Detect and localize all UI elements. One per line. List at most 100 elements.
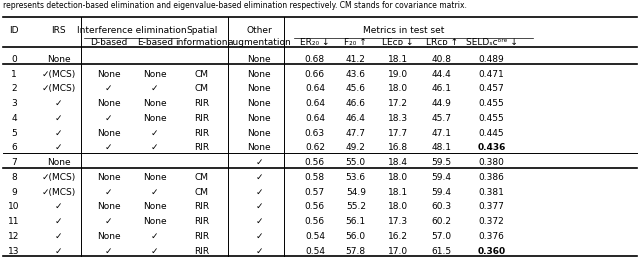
Text: 0.381: 0.381 [479,187,504,197]
Text: RIR: RIR [194,246,209,256]
Text: 0.489: 0.489 [479,55,504,64]
Text: None: None [248,84,271,93]
Text: 59.4: 59.4 [431,173,452,182]
Text: 56.0: 56.0 [346,232,366,241]
Text: LEᴄᴅ ↓: LEᴄᴅ ↓ [382,38,414,46]
Text: ✓: ✓ [105,217,113,226]
Text: ✓: ✓ [255,173,263,182]
Text: None: None [143,114,166,123]
Text: RIR: RIR [194,143,209,152]
Text: ✓: ✓ [255,187,263,197]
Text: ✓: ✓ [151,232,159,241]
Text: 45.7: 45.7 [431,114,452,123]
Text: ✓: ✓ [105,187,113,197]
Text: 55.2: 55.2 [346,202,366,211]
Text: RIR: RIR [194,232,209,241]
Text: ✓(MCS): ✓(MCS) [42,70,76,79]
Text: 17.2: 17.2 [388,99,408,108]
Text: 12: 12 [8,232,20,241]
Text: 53.6: 53.6 [346,173,366,182]
Text: Metrics in test set: Metrics in test set [362,26,444,35]
Text: 17.3: 17.3 [388,217,408,226]
Text: Spatial: Spatial [186,26,218,35]
Text: 13: 13 [8,246,20,256]
Text: ER₂₀ ↓: ER₂₀ ↓ [300,38,330,46]
Text: 0.380: 0.380 [479,158,504,167]
Text: 49.2: 49.2 [346,143,366,152]
Text: ✓: ✓ [105,246,113,256]
Text: 8: 8 [12,173,17,182]
Text: 55.0: 55.0 [346,158,366,167]
Text: 0.360: 0.360 [477,246,506,256]
Text: 46.4: 46.4 [346,114,366,123]
Text: None: None [97,128,120,138]
Text: ✓: ✓ [55,202,63,211]
Text: ✓: ✓ [55,232,63,241]
Text: 18.0: 18.0 [388,202,408,211]
Text: CM: CM [195,173,209,182]
Text: 0.68: 0.68 [305,55,325,64]
Text: 54.9: 54.9 [346,187,366,197]
Text: None: None [248,128,271,138]
Text: 44.9: 44.9 [431,99,452,108]
Text: None: None [248,55,271,64]
Text: ✓: ✓ [55,128,63,138]
Text: ✓: ✓ [255,217,263,226]
Text: 4: 4 [12,114,17,123]
Text: None: None [143,202,166,211]
Text: None: None [143,70,166,79]
Text: 5: 5 [12,128,17,138]
Text: None: None [248,99,271,108]
Text: 0.455: 0.455 [479,99,504,108]
Text: 0.376: 0.376 [479,232,504,241]
Text: 0.58: 0.58 [305,173,325,182]
Text: Interference elimination: Interference elimination [77,26,187,35]
Text: 57.0: 57.0 [431,232,452,241]
Text: 0.457: 0.457 [479,84,504,93]
Text: 0.54: 0.54 [305,232,325,241]
Text: ✓: ✓ [55,246,63,256]
Text: RIR: RIR [194,99,209,108]
Text: 59.5: 59.5 [431,158,452,167]
Text: ✓: ✓ [151,246,159,256]
Text: RIR: RIR [194,128,209,138]
Text: ✓: ✓ [55,217,63,226]
Text: RIR: RIR [194,114,209,123]
Text: None: None [97,232,120,241]
Text: 0.56: 0.56 [305,202,325,211]
Text: 0.377: 0.377 [479,202,504,211]
Text: 46.1: 46.1 [431,84,452,93]
Text: None: None [97,99,120,108]
Text: E-based: E-based [137,38,173,46]
Text: 61.5: 61.5 [431,246,452,256]
Text: 48.1: 48.1 [431,143,452,152]
Text: ✓(MCS): ✓(MCS) [42,187,76,197]
Text: 44.4: 44.4 [432,70,451,79]
Text: 0: 0 [12,55,17,64]
Text: 0.57: 0.57 [305,187,325,197]
Text: 18.1: 18.1 [388,55,408,64]
Text: 60.2: 60.2 [431,217,452,226]
Text: 43.6: 43.6 [346,70,366,79]
Text: D-based: D-based [90,38,127,46]
Text: None: None [248,114,271,123]
Text: ID: ID [10,26,19,35]
Text: ✓: ✓ [55,99,63,108]
Text: 16.8: 16.8 [388,143,408,152]
Text: RIR: RIR [194,202,209,211]
Text: 18.0: 18.0 [388,173,408,182]
Text: ✓: ✓ [105,84,113,93]
Text: ✓: ✓ [55,143,63,152]
Text: 18.4: 18.4 [388,158,408,167]
Text: ✓(MCS): ✓(MCS) [42,84,76,93]
Text: ✓: ✓ [105,114,113,123]
Text: 18.0: 18.0 [388,84,408,93]
Text: None: None [143,99,166,108]
Text: 0.64: 0.64 [305,99,325,108]
Text: CM: CM [195,70,209,79]
Text: 2: 2 [12,84,17,93]
Text: ✓: ✓ [55,114,63,123]
Text: 3: 3 [12,99,17,108]
Text: 0.64: 0.64 [305,114,325,123]
Text: ✓: ✓ [255,246,263,256]
